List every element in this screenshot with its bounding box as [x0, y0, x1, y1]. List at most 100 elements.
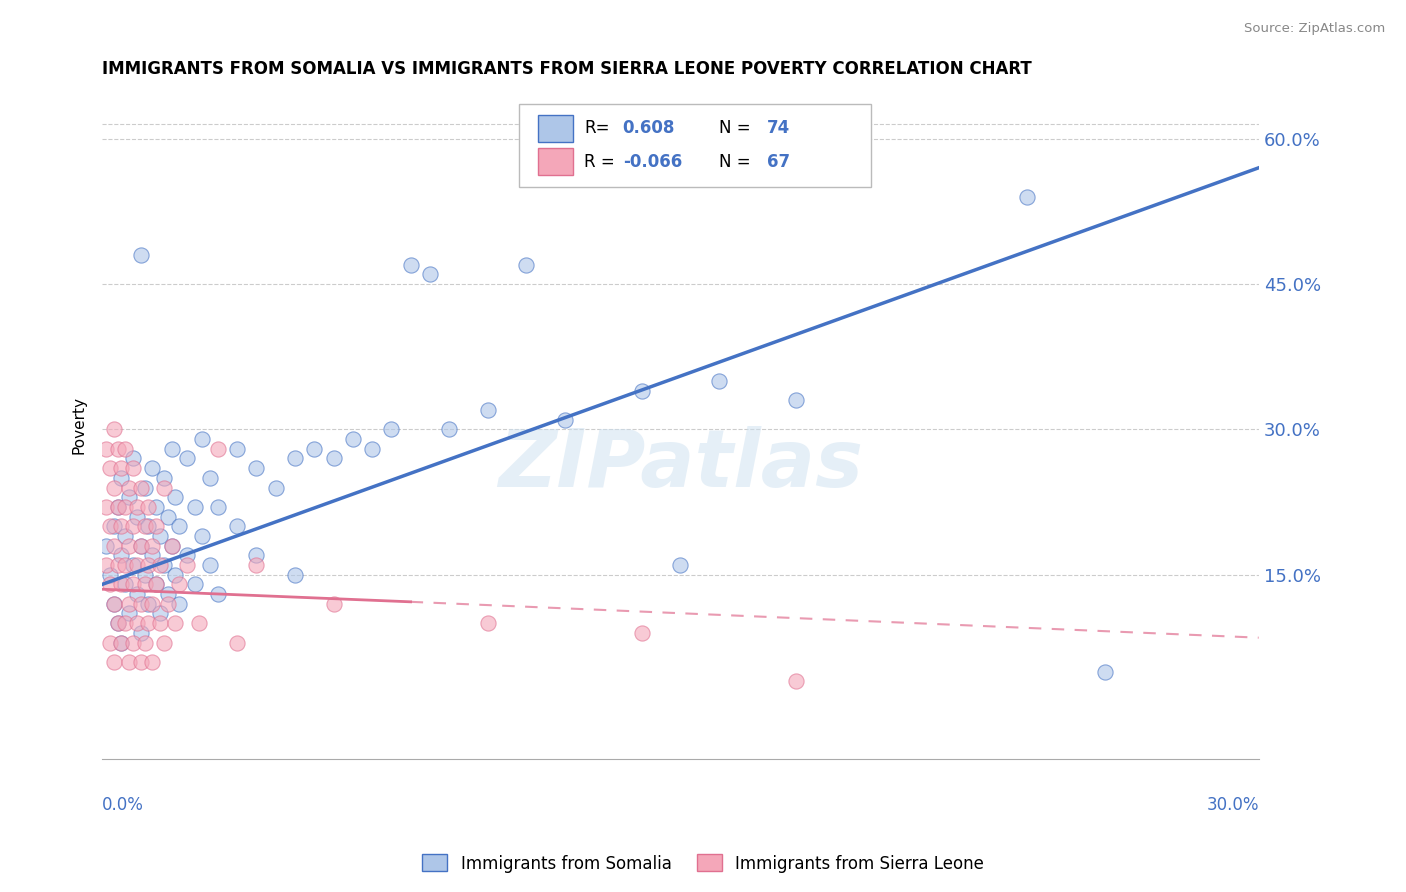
- Point: [125, 587, 148, 601]
- Point: [103, 655, 125, 669]
- Point: [110, 635, 132, 649]
- Point: [226, 519, 249, 533]
- Point: [145, 577, 167, 591]
- Point: [165, 616, 187, 631]
- Point: [141, 461, 163, 475]
- Point: [145, 500, 167, 514]
- Point: [138, 616, 160, 631]
- Point: [785, 393, 807, 408]
- Point: [149, 529, 172, 543]
- Point: [129, 248, 152, 262]
- Point: [515, 258, 537, 272]
- Point: [245, 558, 267, 572]
- Point: [160, 539, 183, 553]
- Text: 0.608: 0.608: [623, 120, 675, 137]
- Point: [153, 481, 176, 495]
- Text: Source: ZipAtlas.com: Source: ZipAtlas.com: [1244, 22, 1385, 36]
- Point: [160, 539, 183, 553]
- Point: [399, 258, 422, 272]
- Point: [156, 597, 179, 611]
- Point: [118, 481, 141, 495]
- Point: [477, 403, 499, 417]
- Point: [149, 558, 172, 572]
- Point: [149, 607, 172, 621]
- Point: [98, 519, 121, 533]
- Text: 30.0%: 30.0%: [1206, 796, 1258, 814]
- Point: [114, 616, 136, 631]
- Point: [110, 549, 132, 563]
- Point: [134, 519, 156, 533]
- Point: [103, 539, 125, 553]
- Point: [122, 461, 145, 475]
- Point: [114, 442, 136, 456]
- Point: [198, 471, 221, 485]
- Text: IMMIGRANTS FROM SOMALIA VS IMMIGRANTS FROM SIERRA LEONE POVERTY CORRELATION CHAR: IMMIGRANTS FROM SOMALIA VS IMMIGRANTS FR…: [103, 60, 1032, 78]
- Text: ZIPatlas: ZIPatlas: [498, 425, 863, 504]
- Point: [110, 461, 132, 475]
- Point: [322, 597, 344, 611]
- Point: [165, 490, 187, 504]
- Text: N =: N =: [718, 153, 751, 170]
- Point: [122, 558, 145, 572]
- Point: [437, 422, 460, 436]
- Text: 0.0%: 0.0%: [103, 796, 143, 814]
- Point: [160, 442, 183, 456]
- Point: [110, 577, 132, 591]
- Point: [176, 558, 198, 572]
- Point: [1094, 665, 1116, 679]
- Point: [125, 509, 148, 524]
- Point: [134, 635, 156, 649]
- Point: [125, 500, 148, 514]
- Point: [122, 577, 145, 591]
- Point: [103, 597, 125, 611]
- Point: [245, 549, 267, 563]
- Point: [176, 549, 198, 563]
- Point: [125, 616, 148, 631]
- Point: [245, 461, 267, 475]
- Bar: [538, 115, 572, 142]
- Point: [153, 558, 176, 572]
- Point: [114, 577, 136, 591]
- Point: [129, 597, 152, 611]
- Point: [107, 616, 129, 631]
- Point: [138, 519, 160, 533]
- Text: R =: R =: [585, 153, 616, 170]
- Point: [134, 481, 156, 495]
- Point: [129, 481, 152, 495]
- Point: [114, 529, 136, 543]
- Point: [141, 597, 163, 611]
- Point: [191, 529, 214, 543]
- Point: [380, 422, 402, 436]
- Point: [129, 539, 152, 553]
- Point: [134, 567, 156, 582]
- Point: [669, 558, 692, 572]
- Point: [129, 625, 152, 640]
- Point: [187, 616, 209, 631]
- Point: [184, 577, 207, 591]
- Point: [98, 577, 121, 591]
- Point: [169, 519, 191, 533]
- Point: [98, 635, 121, 649]
- Point: [138, 558, 160, 572]
- Text: N =: N =: [718, 120, 751, 137]
- Point: [785, 674, 807, 689]
- Point: [1017, 190, 1039, 204]
- Point: [226, 442, 249, 456]
- Point: [198, 558, 221, 572]
- Point: [107, 500, 129, 514]
- Point: [169, 597, 191, 611]
- Point: [264, 481, 287, 495]
- Point: [342, 432, 364, 446]
- Point: [125, 558, 148, 572]
- Point: [107, 500, 129, 514]
- Y-axis label: Poverty: Poverty: [72, 395, 86, 453]
- Point: [477, 616, 499, 631]
- Text: 74: 74: [768, 120, 790, 137]
- Text: 67: 67: [768, 153, 790, 170]
- Point: [94, 442, 117, 456]
- Point: [153, 635, 176, 649]
- Point: [361, 442, 384, 456]
- Point: [114, 500, 136, 514]
- Legend: Immigrants from Somalia, Immigrants from Sierra Leone: Immigrants from Somalia, Immigrants from…: [416, 847, 990, 880]
- Point: [98, 567, 121, 582]
